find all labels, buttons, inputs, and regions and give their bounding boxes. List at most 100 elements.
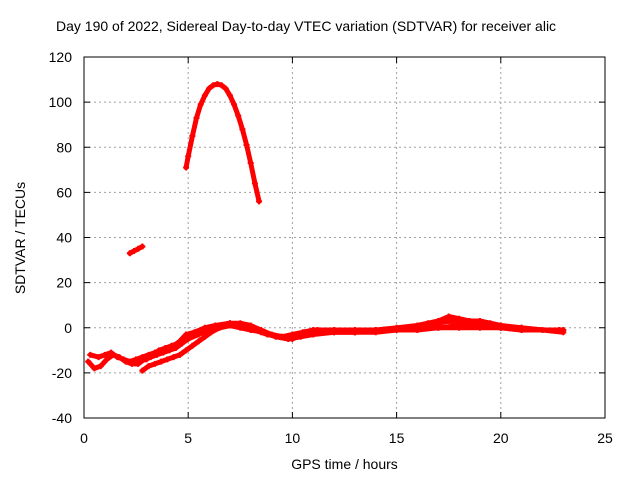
y-tick-label: 20: [56, 275, 72, 291]
data-point: [237, 322, 244, 329]
y-tick-label: 120: [49, 49, 73, 65]
data-point: [185, 153, 192, 160]
data-point: [206, 327, 213, 334]
data-point: [331, 329, 338, 336]
data-point: [126, 358, 133, 365]
x-tick-label: 25: [597, 430, 613, 446]
data-point: [87, 351, 94, 358]
y-tick-label: 60: [56, 184, 72, 200]
data-point: [235, 112, 242, 119]
data-point: [183, 164, 190, 171]
data-point: [251, 180, 258, 187]
data-point: [151, 360, 158, 367]
data-point: [214, 81, 221, 88]
data-point: [114, 354, 121, 361]
data-point: [149, 351, 156, 358]
data-point: [156, 347, 163, 354]
data-point: [456, 320, 463, 327]
data-point: [174, 340, 181, 347]
data-point: [206, 85, 213, 92]
data-point: [299, 329, 306, 336]
data-point: [351, 329, 358, 336]
data-point: [239, 126, 246, 133]
y-axis-label: SDTVAR / TECUs: [12, 181, 28, 295]
data-point: [222, 85, 229, 92]
data-point: [218, 82, 225, 89]
data-point: [85, 358, 92, 365]
series-short-segment: [127, 244, 145, 256]
data-point: [168, 342, 175, 349]
data-point: [243, 141, 250, 148]
data-point: [289, 331, 296, 338]
x-tick-label: 10: [285, 430, 301, 446]
y-tick-label: 100: [49, 94, 73, 110]
data-point: [103, 356, 110, 363]
data-point: [139, 354, 146, 361]
data-point: [101, 351, 108, 358]
data-point: [414, 327, 421, 334]
data-point: [268, 331, 275, 338]
data-point: [256, 198, 263, 205]
y-tick-label: 80: [56, 139, 72, 155]
data-point: [393, 327, 400, 334]
y-tick-label: 0: [64, 320, 72, 336]
y-tick-label: 40: [56, 230, 72, 246]
data-point: [181, 333, 188, 340]
x-axis-label: GPS time / hours: [291, 456, 398, 472]
data-point: [518, 324, 525, 331]
data-point: [195, 338, 202, 345]
data-point: [247, 160, 254, 167]
data-point: [120, 356, 127, 363]
data-point: [476, 320, 483, 327]
data-point: [162, 345, 169, 352]
data-point: [226, 92, 233, 99]
data-point: [197, 101, 204, 108]
data-point: [424, 322, 431, 329]
data-point: [560, 329, 567, 336]
data-point: [193, 114, 200, 121]
data-point: [97, 363, 104, 370]
data-point: [201, 92, 208, 99]
data-point: [226, 322, 233, 329]
x-tick-label: 0: [80, 430, 88, 446]
data-point: [278, 333, 285, 340]
data-point: [231, 101, 238, 108]
x-tick-label: 20: [493, 430, 509, 446]
data-point: [135, 245, 142, 252]
data-point: [126, 250, 133, 257]
data-point: [176, 351, 183, 358]
chart-title: Day 190 of 2022, Sidereal Day-to-day VTE…: [56, 18, 557, 34]
data-point: [197, 329, 204, 336]
data-point: [497, 324, 504, 331]
data-point: [133, 356, 140, 363]
data-point: [216, 324, 223, 331]
data-series: [85, 81, 567, 374]
y-tick-label: -20: [52, 365, 72, 381]
data-point: [91, 365, 98, 372]
series-high-arc: [183, 81, 262, 204]
data-point: [189, 132, 196, 139]
data-point: [372, 327, 379, 334]
data-point: [487, 322, 494, 329]
data-point: [131, 248, 138, 255]
data-point: [247, 324, 254, 331]
data-point: [143, 356, 150, 363]
data-point: [466, 320, 473, 327]
data-point: [189, 331, 196, 338]
x-tick-label: 5: [184, 430, 192, 446]
data-point: [189, 342, 196, 349]
y-tick-label: -40: [52, 410, 72, 426]
data-point: [139, 367, 146, 374]
data-point: [145, 363, 152, 370]
x-tick-label: 15: [389, 430, 405, 446]
data-point: [201, 333, 208, 340]
data-point: [310, 327, 317, 334]
data-point: [210, 82, 217, 89]
data-point: [258, 329, 265, 336]
data-point: [445, 317, 452, 324]
data-point: [139, 243, 146, 250]
data-point: [435, 320, 442, 327]
data-point: [170, 354, 177, 361]
